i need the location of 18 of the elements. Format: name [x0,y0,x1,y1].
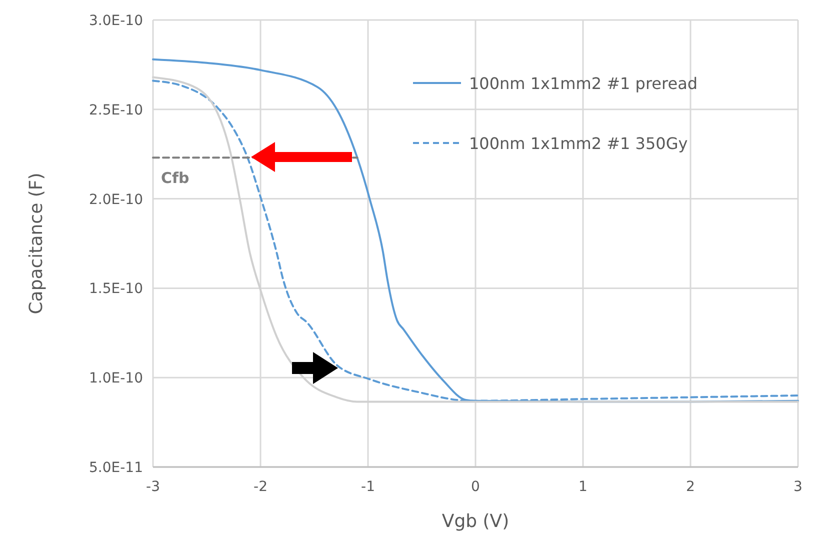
y-tick-label: 2.5E-10 [89,102,143,118]
y-tick-label: 5.0E-11 [89,460,143,476]
legend-label: 100nm 1x1mm2 #1 preread [469,74,698,93]
legend-label: 100nm 1x1mm2 #1 350Gy [469,134,688,153]
x-tick-label: -3 [146,479,160,495]
y-tick-label: 3.0E-10 [89,13,143,29]
x-axis-title: Vgb (V) [442,511,510,532]
x-tick-label: -2 [254,479,268,495]
y-tick-label: 1.5E-10 [89,281,143,298]
y-tick-label: 1.0E-10 [89,370,143,387]
annotation: Cfb [161,169,190,187]
y-tick-label: 2.0E-10 [89,192,143,208]
x-tick-label: 0 [471,479,480,495]
x-tick-label: 1 [578,479,588,495]
x-tick-label: 2 [686,479,695,495]
x-tick-label: 3 [794,479,802,495]
x-tick-label: -1 [361,479,375,495]
y-axis-title: Capacitance (F) [26,172,47,314]
